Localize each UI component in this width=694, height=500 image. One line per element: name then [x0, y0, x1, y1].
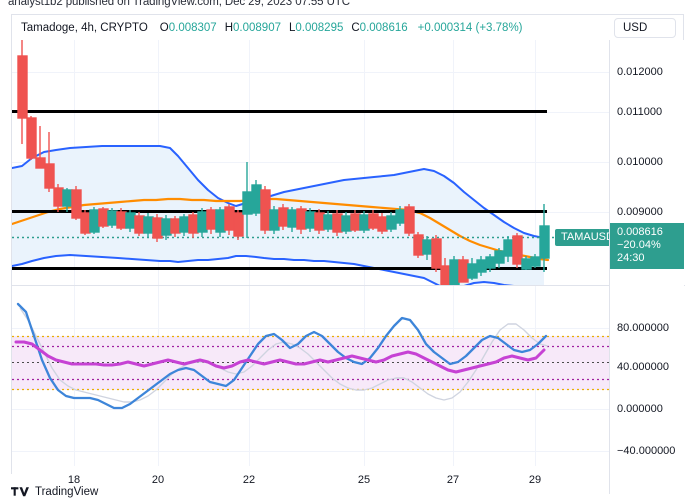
osc-tick: 0.000000 — [617, 403, 663, 415]
candle — [71, 186, 82, 220]
candle — [80, 210, 91, 235]
candle — [134, 212, 145, 236]
chart-frame: Tamadoge, 4h, CRYPTO O0.008307 H0.008907 L… — [11, 14, 685, 494]
candle — [359, 211, 370, 233]
open-key: O — [159, 21, 169, 34]
tradingview-watermark-label: TradingView — [35, 486, 99, 498]
price-tick: 0.009000 — [617, 206, 663, 218]
candle — [197, 208, 208, 237]
timescale-scale-divider — [609, 466, 610, 494]
candle — [539, 204, 550, 272]
time-tick: 29 — [528, 474, 542, 486]
bar-countdown: 24:30 — [617, 252, 645, 264]
candle — [35, 126, 46, 169]
candle — [512, 233, 523, 268]
oscillator-plot — [12, 286, 609, 466]
time-tick: 25 — [357, 474, 371, 486]
time-tick: 20 — [151, 474, 165, 486]
price-tick: 0.012000 — [617, 66, 663, 78]
time-tick: 22 — [242, 474, 256, 486]
osc-tick: 40.000000 — [617, 361, 669, 373]
candle — [233, 210, 244, 240]
low-value: 0.008295 — [295, 21, 344, 34]
osc-k-line — [16, 302, 548, 410]
symbol-title[interactable]: Tamadoge, 4h, CRYPTO — [21, 21, 148, 34]
candle — [305, 208, 316, 232]
candle — [179, 214, 190, 236]
current-price-percent: −20.04% — [617, 239, 661, 251]
candle — [260, 186, 271, 234]
candle — [269, 206, 280, 234]
tradingview-logo-icon — [11, 487, 29, 497]
candle — [404, 204, 415, 236]
candle — [494, 248, 505, 268]
pane-divider-top — [12, 285, 685, 286]
candle — [44, 132, 55, 192]
candle — [350, 210, 361, 232]
price-change: +0.000314 (+3.78%) — [417, 21, 523, 34]
oscillator-pane[interactable] — [12, 286, 609, 466]
candle — [125, 210, 136, 232]
candle — [116, 208, 127, 230]
candle — [341, 212, 352, 234]
price-plot — [12, 40, 609, 285]
candlestick-series — [17, 40, 550, 285]
high-value: 0.008907 — [233, 21, 281, 34]
candle — [431, 235, 442, 272]
candle — [224, 204, 235, 235]
chart-legend: Tamadoge, 4h, CRYPTO O0.008307 H0.008907 L… — [12, 15, 683, 40]
tradingview-watermark: TradingView — [11, 486, 98, 498]
close-value: 0.008616 — [359, 21, 408, 34]
bollinger-upper-line — [12, 145, 545, 239]
low-key: L — [288, 21, 296, 34]
currency-selector[interactable]: USD — [614, 18, 676, 38]
osc-tick: −40.000000 — [617, 445, 676, 457]
candle — [278, 204, 289, 230]
candle — [107, 208, 118, 228]
candle — [26, 116, 37, 160]
candle — [152, 214, 163, 242]
time-tick: 18 — [67, 474, 81, 486]
candle — [98, 207, 109, 228]
current-price-badge[interactable]: 0.008616 −20.04% 24:30 — [610, 223, 684, 269]
osc-d-line — [14, 340, 546, 374]
candle — [449, 256, 460, 285]
candle — [530, 254, 541, 268]
moving-average-line — [12, 197, 550, 262]
candle — [458, 256, 469, 283]
candle — [332, 210, 343, 236]
publisher-attribution: analyst1b2 published on TradingView.com,… — [8, 0, 350, 8]
time-scale[interactable]: 18 20 22 25 27 29 — [12, 466, 685, 494]
candle — [17, 40, 28, 144]
series-price-tag[interactable]: TAMAUSD — [555, 229, 609, 246]
price-pane[interactable]: TAMAUSD — [12, 40, 609, 285]
candle — [413, 232, 424, 258]
osc-tick: 80.000000 — [617, 322, 669, 334]
open-value: 0.008307 — [168, 21, 217, 34]
high-key: H — [224, 21, 234, 34]
bollinger-lower-line — [12, 254, 515, 285]
price-tick: 0.011000 — [617, 106, 663, 118]
time-tick: 27 — [446, 474, 460, 486]
price-tick: 0.010000 — [617, 156, 663, 168]
candle — [314, 209, 325, 234]
candle — [251, 180, 262, 216]
current-price-value: 0.008616 — [617, 226, 663, 238]
candle — [89, 207, 100, 234]
candle — [215, 207, 226, 237]
close-key: C — [351, 21, 360, 34]
ohlc-values: O0.008307 H0.008907 L0.008295 C0.008616 — [160, 22, 408, 34]
